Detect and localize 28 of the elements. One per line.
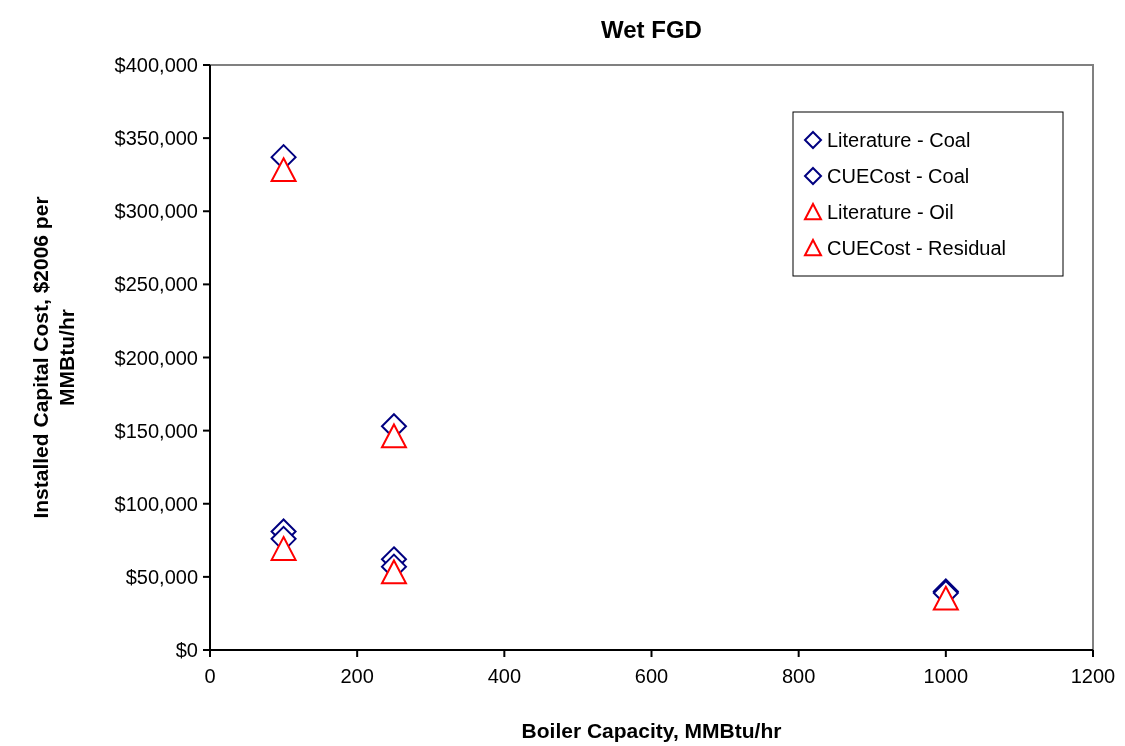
- point: [380, 423, 407, 449]
- y-tick-label: $200,000: [114, 346, 198, 369]
- legend-label: CUECost - Residual: [827, 237, 1006, 259]
- y-tick-label: $400,000: [114, 54, 198, 76]
- x-tick-label: 1200: [1070, 665, 1116, 687]
- x-tick-label: 400: [487, 665, 522, 687]
- y-tick-label: $0: [175, 639, 198, 661]
- y-tick-label: $250,000: [114, 273, 198, 296]
- y-tick-label: $350,000: [114, 127, 198, 150]
- point: [270, 536, 297, 561]
- point: [270, 157, 297, 183]
- point: [932, 585, 959, 611]
- x-tick-label: 800: [781, 665, 816, 687]
- x-tick-label: 0: [204, 665, 216, 687]
- x-tick-label: 1000: [923, 665, 969, 687]
- y-tick-label: $100,000: [114, 492, 198, 515]
- point: [380, 559, 407, 585]
- y-axis-title: Installed Capital Cost, $2006 per MMBtu/hr: [29, 196, 78, 519]
- legend-label: CUECost - Coal: [827, 165, 970, 187]
- x-axis-title: Boiler Capacity, MMBtu/hr: [521, 719, 782, 742]
- x-tick-label: 200: [340, 665, 374, 687]
- y-tick-label: $300,000: [114, 200, 198, 223]
- y-tick-label: $150,000: [114, 419, 198, 442]
- legend-label: Literature - Oil: [827, 201, 954, 223]
- chart-title: Wet FGD: [601, 16, 702, 43]
- legend-label: Literature - Coal: [827, 129, 971, 151]
- y-tick-label: $50,000: [125, 565, 198, 588]
- x-tick-label: 600: [634, 665, 669, 687]
